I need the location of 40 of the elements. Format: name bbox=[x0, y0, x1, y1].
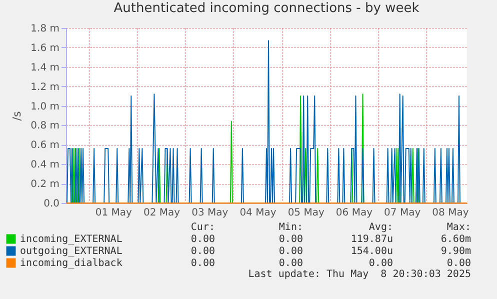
text: 0.00 bbox=[446, 258, 471, 270]
y-tick-label: 0.4 m bbox=[30, 160, 60, 171]
text: 0.00 bbox=[190, 258, 215, 270]
chart-title: Authenticated incoming connections - by week bbox=[114, 1, 420, 16]
text: 0.00 bbox=[278, 246, 303, 258]
text: Last update: Thu May 8 20:30:03 2025 bbox=[248, 269, 471, 280]
text: 154.00u bbox=[350, 246, 393, 258]
x-tick-label: 05 May bbox=[288, 208, 324, 218]
x-tick-label: 03 May bbox=[192, 208, 228, 218]
y-tick-label: 1.4 m bbox=[30, 62, 60, 74]
text: 6.60m bbox=[440, 234, 471, 246]
y-axis-title: /s bbox=[10, 111, 24, 121]
y-tick-label: 1.6 m bbox=[30, 42, 60, 54]
y-tick-label: 1.2 m bbox=[30, 82, 60, 93]
legend-label: outgoing_EXTERNAL bbox=[20, 246, 122, 257]
text: 9.90m bbox=[440, 246, 471, 258]
y-tick-label: 0.6 m bbox=[30, 140, 60, 152]
x-tick-label: 04 May bbox=[240, 208, 276, 218]
text: Min: bbox=[278, 222, 303, 234]
y-tick-label: 1.0 m bbox=[30, 101, 60, 112]
legend-label: incoming_EXTERNAL bbox=[20, 234, 122, 245]
x-tick-label: 01 May bbox=[95, 208, 132, 218]
x-tick-label: 06 May bbox=[336, 208, 373, 218]
x-tick-label: 07 May bbox=[384, 208, 421, 218]
text: 0.00 bbox=[278, 234, 303, 246]
x-tick-label: 02 May bbox=[143, 208, 180, 218]
legend-label: incoming_dialback bbox=[20, 258, 122, 269]
text: 119.87u bbox=[350, 234, 393, 246]
text: Avg: bbox=[368, 222, 393, 234]
text: 0.00 bbox=[368, 258, 393, 270]
y-tick-label: 1.8 m bbox=[30, 24, 60, 34]
text: 0.00 bbox=[278, 258, 303, 269]
y-tick-label: 0.2 m bbox=[30, 179, 60, 190]
text: 0.00 bbox=[190, 246, 215, 258]
text: Max: bbox=[446, 222, 471, 234]
y-tick-label: 0.8 m bbox=[30, 120, 60, 132]
text: 0.00 bbox=[190, 234, 215, 246]
x-tick-label: 08 May bbox=[432, 208, 469, 218]
text: Cur: bbox=[190, 222, 215, 234]
y-tick-label: 0.0 bbox=[44, 198, 60, 210]
